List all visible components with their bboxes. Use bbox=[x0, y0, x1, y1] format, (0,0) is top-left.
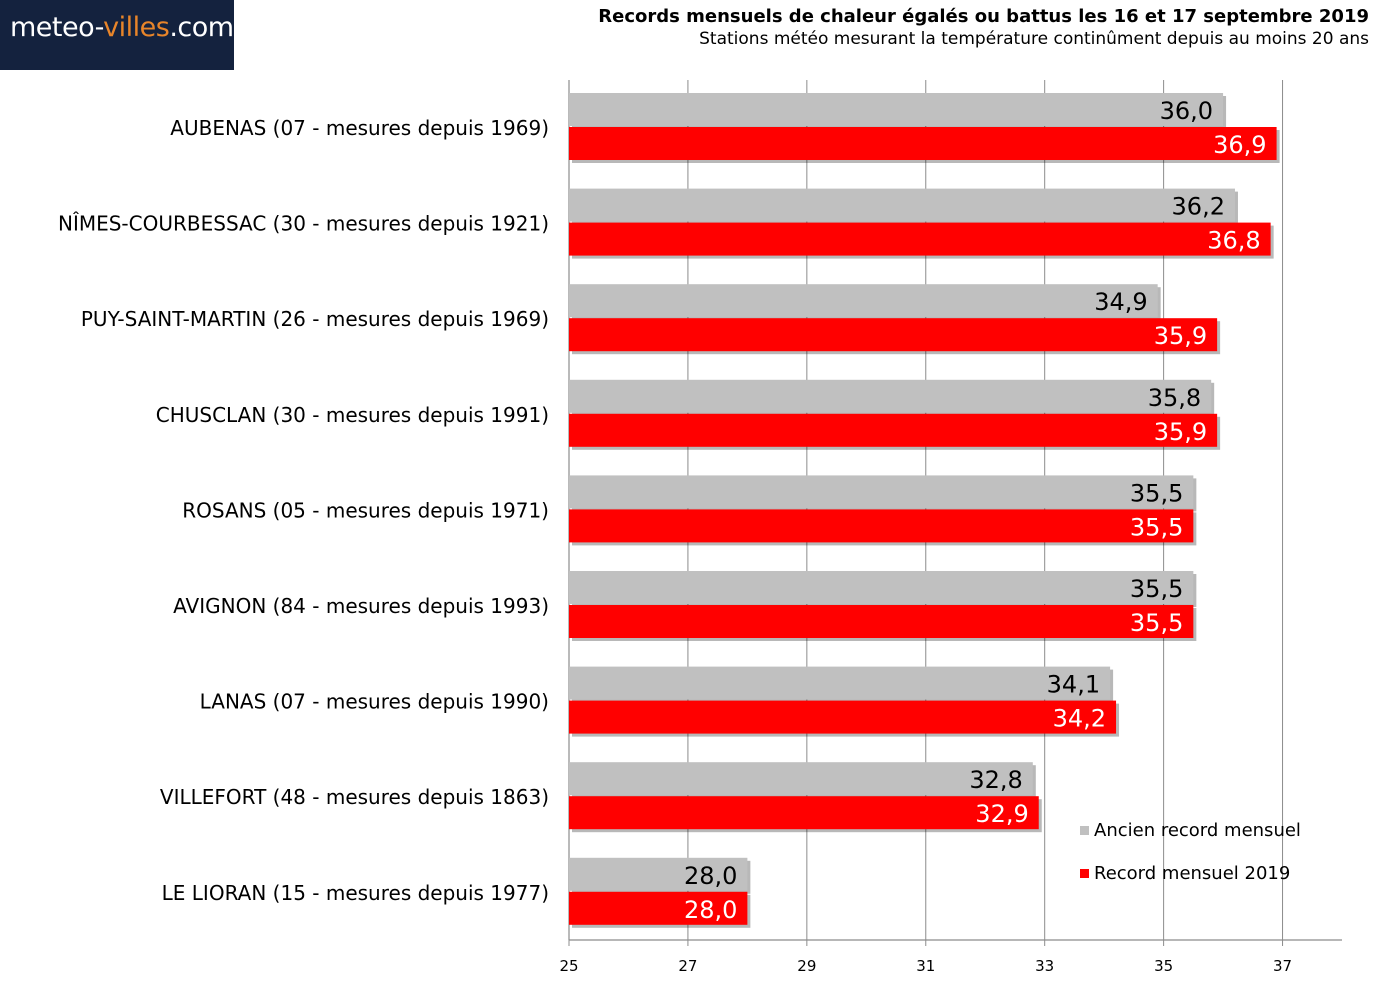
category-label: ROSANS (05 - mesures depuis 1971) bbox=[182, 498, 549, 522]
category-label: AUBENAS (07 - mesures depuis 1969) bbox=[170, 116, 549, 140]
category-label: LE LIORAN (15 - mesures depuis 1977) bbox=[162, 881, 549, 905]
site-logo[interactable]: meteo-villes.com bbox=[0, 0, 234, 70]
data-label-2019: 35,9 bbox=[1154, 322, 1207, 350]
category-label: AVIGNON (84 - mesures depuis 1993) bbox=[173, 594, 549, 618]
legend-swatch bbox=[1080, 826, 1089, 835]
category-label: LANAS (07 - mesures depuis 1990) bbox=[200, 690, 549, 714]
data-label-ancien: 34,1 bbox=[1047, 671, 1100, 699]
x-tick-label: 29 bbox=[797, 957, 816, 975]
data-label-2019: 35,9 bbox=[1154, 418, 1207, 446]
legend-label: Ancien record mensuel bbox=[1094, 820, 1301, 841]
bar-record-2019 bbox=[569, 318, 1218, 352]
bar-ancien-record bbox=[569, 666, 1111, 700]
logo-text: meteo-villes.com bbox=[10, 12, 234, 43]
x-tick-label: 33 bbox=[1035, 957, 1054, 975]
data-label-ancien: 32,8 bbox=[969, 766, 1022, 794]
category-label: CHUSCLAN (30 - mesures depuis 1991) bbox=[156, 403, 549, 427]
data-label-2019: 36,8 bbox=[1207, 227, 1260, 255]
data-label-2019: 35,5 bbox=[1130, 513, 1183, 541]
logo-text-part3: .com bbox=[169, 12, 234, 43]
x-tick-label: 37 bbox=[1273, 957, 1292, 975]
data-label-2019: 32,9 bbox=[975, 800, 1028, 828]
bar-record-2019 bbox=[569, 796, 1039, 830]
bar-record-2019 bbox=[569, 127, 1277, 160]
data-label-2019: 28,0 bbox=[684, 896, 737, 924]
bar-ancien-record bbox=[569, 571, 1194, 604]
chart-title: Records mensuels de chaleur égalés ou ba… bbox=[598, 6, 1369, 27]
bar-record-2019 bbox=[569, 605, 1194, 638]
chart-subtitle: Stations météo mesurant la température c… bbox=[699, 29, 1369, 49]
data-label-2019: 35,5 bbox=[1130, 609, 1183, 637]
data-label-ancien: 28,0 bbox=[684, 862, 737, 890]
bar-record-2019 bbox=[569, 700, 1117, 734]
data-label-ancien: 35,5 bbox=[1130, 479, 1183, 507]
x-tick-label: 27 bbox=[678, 957, 697, 975]
category-label: NÎMES-COURBESSAC (30 - mesures depuis 19… bbox=[58, 212, 549, 236]
x-tick-label: 31 bbox=[916, 957, 935, 975]
bar-record-2019 bbox=[569, 222, 1271, 256]
legend-label: Record mensuel 2019 bbox=[1094, 863, 1290, 884]
data-label-2019: 36,9 bbox=[1213, 131, 1266, 159]
logo-text-part1: meteo- bbox=[10, 12, 104, 43]
chart-header: Records mensuels de chaleur égalés ou ba… bbox=[598, 6, 1369, 50]
x-tick-label: 35 bbox=[1154, 957, 1173, 975]
bar-ancien-record bbox=[569, 188, 1235, 222]
category-label: PUY-SAINT-MARTIN (26 - mesures depuis 19… bbox=[81, 307, 549, 331]
x-tick-label: 25 bbox=[559, 957, 578, 975]
legend-swatch bbox=[1080, 869, 1089, 878]
bar-record-2019 bbox=[569, 509, 1194, 543]
bar-ancien-record bbox=[569, 379, 1212, 413]
bar-ancien-record bbox=[569, 284, 1158, 318]
data-label-ancien: 36,0 bbox=[1160, 97, 1213, 125]
bar-record-2019 bbox=[569, 413, 1218, 447]
bar-ancien-record bbox=[569, 762, 1033, 796]
bar-ancien-record bbox=[569, 93, 1224, 126]
data-label-ancien: 36,2 bbox=[1172, 193, 1225, 221]
data-label-ancien: 35,5 bbox=[1130, 575, 1183, 603]
data-label-ancien: 34,9 bbox=[1094, 288, 1147, 316]
bar-record-2019 bbox=[569, 891, 748, 925]
data-label-ancien: 35,8 bbox=[1148, 384, 1201, 412]
bar-ancien-record bbox=[569, 475, 1194, 509]
category-label: VILLEFORT (48 - mesures depuis 1863) bbox=[160, 785, 549, 809]
bar-ancien-record bbox=[569, 857, 748, 891]
logo-text-accent: villes bbox=[103, 12, 170, 43]
data-label-2019: 34,2 bbox=[1053, 705, 1106, 733]
